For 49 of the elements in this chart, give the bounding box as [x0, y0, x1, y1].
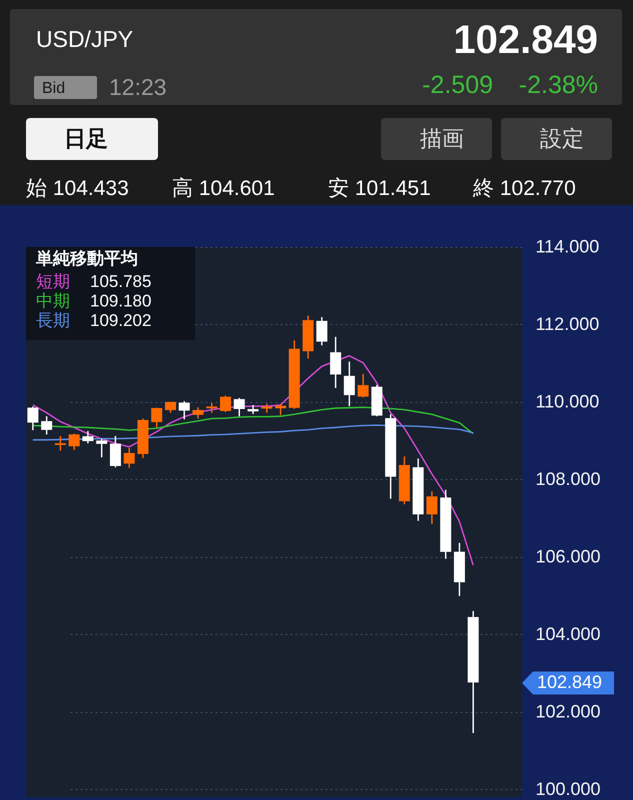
line-series — [32, 406, 474, 434]
y-tick-label: 112.000 — [536, 314, 600, 334]
candlestick — [96, 438, 108, 458]
chart-title: USD/JPY — [36, 26, 134, 52]
text: 設定 — [540, 126, 584, 151]
y-tick-label: 108.000 — [536, 468, 601, 489]
text: Bid — [42, 80, 66, 97]
candlestick — [151, 407, 162, 428]
candlestick — [27, 406, 38, 431]
text: 安 101.451 — [328, 177, 431, 200]
text: 高 104.601 — [172, 177, 275, 200]
candlestick — [344, 360, 355, 407]
candlestick — [330, 336, 342, 389]
candlestick — [358, 373, 369, 398]
y-tick-label: 114.000 — [536, 236, 600, 256]
text: 日足 — [64, 126, 108, 151]
text: 102.849 — [453, 18, 598, 62]
annotation: 105.785 — [90, 272, 152, 291]
text: -2.38% — [518, 71, 598, 99]
text: -2.509 — [422, 71, 493, 99]
candlestick — [68, 432, 80, 451]
candlestick — [124, 447, 135, 468]
text: 中期 — [36, 292, 70, 310]
y-tick-label: 106.000 — [536, 546, 601, 566]
candlestick — [192, 406, 204, 420]
candlestick — [275, 403, 286, 416]
candlestick — [234, 397, 245, 417]
candlestick — [178, 400, 190, 420]
candlestick — [110, 435, 121, 468]
y-tick-label: 100.000 — [536, 778, 601, 799]
annotation: 109.180 — [90, 292, 152, 310]
text: 長期 — [36, 311, 70, 330]
annotation: 109.202 — [90, 311, 152, 330]
text: 始 104.433 — [26, 177, 129, 200]
text: 12:23 — [109, 74, 167, 100]
y-tick-label: 102.000 — [536, 701, 601, 722]
candlestick — [316, 316, 328, 346]
y-tick-label: 110.000 — [536, 391, 600, 412]
candlestick — [41, 416, 52, 436]
candlestick — [220, 395, 232, 413]
text: 短期 — [36, 272, 70, 291]
line-series — [32, 355, 474, 566]
text: 102.849 — [537, 672, 602, 692]
candlestick — [426, 490, 438, 525]
text: 描画 — [420, 126, 464, 151]
legend-title: 単純移動平均 — [35, 249, 138, 268]
text: 終 102.770 — [472, 177, 576, 200]
candlestick — [82, 430, 94, 444]
y-tick-label: 104.000 — [536, 624, 601, 644]
